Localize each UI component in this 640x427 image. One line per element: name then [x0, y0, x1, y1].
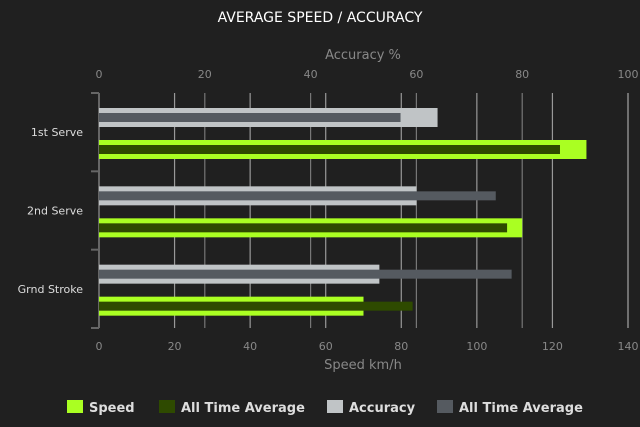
bottom-tick-label: 80	[394, 340, 408, 353]
speed-average-bar	[99, 145, 560, 154]
accuracy-average-bar	[99, 191, 496, 201]
accuracy-average-bar	[99, 113, 401, 122]
top-tick-label: 100	[618, 68, 639, 81]
legend-label: All Time Average	[459, 401, 583, 416]
legend-swatch	[327, 400, 343, 413]
top-axis-label: Accuracy %	[325, 48, 401, 63]
accuracy-average-bar	[99, 269, 512, 279]
bottom-tick-label: 0	[96, 340, 103, 353]
bottom-tick-label: 60	[319, 340, 333, 353]
top-tick-label: 60	[409, 68, 423, 81]
bottom-axis-label: Speed km/h	[324, 358, 402, 373]
legend-swatch	[159, 400, 175, 413]
bottom-tick-label: 40	[243, 340, 257, 353]
legend-swatch	[437, 400, 453, 413]
legend-label: Accuracy	[349, 401, 416, 416]
bottom-tick-label: 20	[168, 340, 182, 353]
legend-swatch	[67, 400, 83, 413]
chart-title: AVERAGE SPEED / ACCURACY	[218, 10, 423, 26]
top-tick-label: 80	[515, 68, 529, 81]
speed-average-bar	[99, 223, 508, 233]
top-tick-label: 20	[198, 68, 212, 81]
category-label: Grnd Stroke	[18, 283, 84, 296]
top-tick-label: 0	[96, 68, 103, 81]
top-tick-label: 40	[304, 68, 318, 81]
bottom-tick-label: 140	[618, 340, 639, 353]
legend-label: Speed	[89, 401, 135, 416]
speed-average-bar	[99, 301, 413, 311]
bottom-tick-label: 120	[542, 340, 563, 353]
legend-label: All Time Average	[181, 401, 305, 416]
bottom-tick-label: 100	[466, 340, 487, 353]
category-label: 1st Serve	[31, 126, 83, 139]
category-label: 2nd Serve	[27, 205, 83, 218]
